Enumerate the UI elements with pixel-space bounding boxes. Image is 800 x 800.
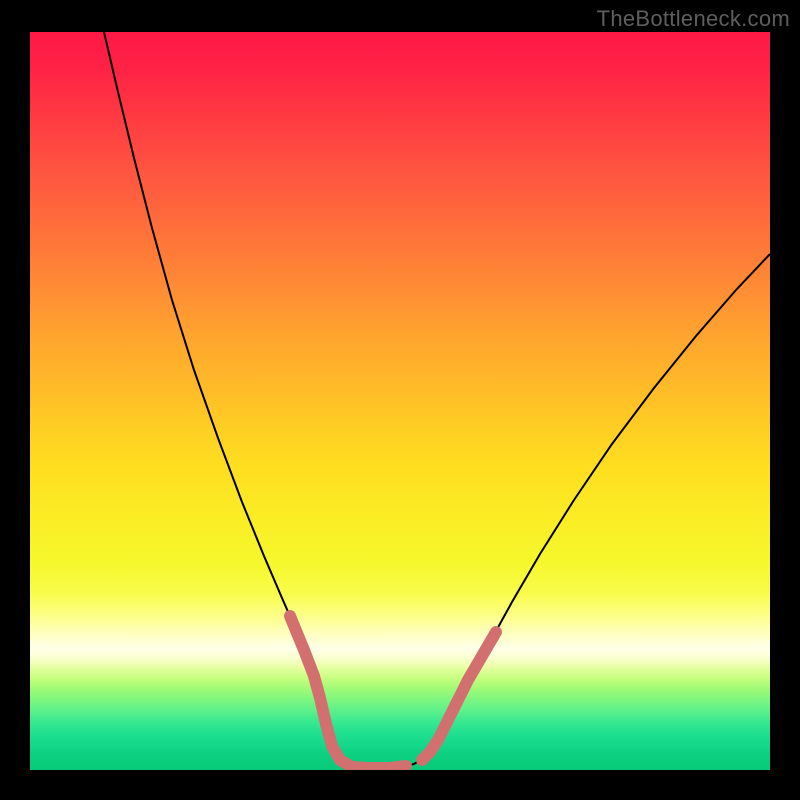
chart-background-gradient bbox=[30, 32, 770, 770]
bottleneck-curve-chart bbox=[30, 32, 770, 770]
chart-plot-area bbox=[30, 32, 770, 770]
watermark-text: TheBottleneck.com bbox=[597, 6, 790, 32]
